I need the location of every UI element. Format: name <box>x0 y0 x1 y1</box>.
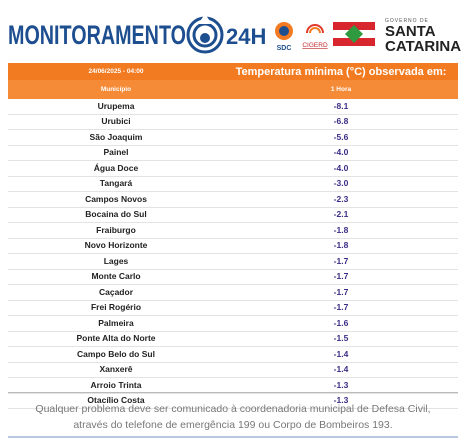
municipality: Arroio Trinta <box>8 377 224 394</box>
table-row: Campo Belo do Sul -1.4 <box>8 346 458 363</box>
table-row: Arroio Trinta -1.3 <box>8 377 458 394</box>
footer-bar <box>8 436 458 438</box>
municipality: Otacílio Costa <box>8 393 224 409</box>
datetime: 24/06/2025 - 04:00 <box>8 63 224 80</box>
municipality: Bocaina do Sul <box>8 207 224 223</box>
municipality: Caçador <box>8 284 224 301</box>
municipality: Novo Horizonte <box>8 238 224 254</box>
municipality: São Joaquim <box>8 129 224 146</box>
temperature: -1.7 <box>224 253 458 270</box>
footer-line: Qualquer problema deve ser comunicado à … <box>35 403 431 415</box>
col-period: 1 Hora <box>224 80 458 99</box>
municipality: Campos Novos <box>8 191 224 208</box>
municipality: Urupema <box>8 99 224 115</box>
table-row: Frei Rogério -1.7 <box>8 300 458 316</box>
table-row: Água Doce -4.0 <box>8 160 458 177</box>
temperature: -2.1 <box>224 207 458 223</box>
municipality: Tangará <box>8 176 224 192</box>
table-row: Lages -1.7 <box>8 253 458 270</box>
table-heading: Temperatura mínima (°C) observada em: <box>224 63 458 80</box>
municipality: Painel <box>8 145 224 161</box>
brand-suffix: 24H <box>226 24 266 49</box>
table-row: Bocaina do Sul -2.1 <box>8 207 458 223</box>
temperature: -1.7 <box>224 300 458 316</box>
municipality: Campo Belo do Sul <box>8 346 224 363</box>
municipality: Xanxerê <box>8 362 224 378</box>
temperature: -1.7 <box>224 269 458 285</box>
footer: Qualquer problema deve ser comunicado à … <box>8 401 458 433</box>
table-row: Xanxerê -1.4 <box>8 362 458 378</box>
temperature: -1.4 <box>224 362 458 378</box>
temperature-table: 24/06/2025 - 04:00 Temperatura mínima (°… <box>8 63 458 409</box>
state-flag <box>333 22 375 46</box>
temperature: -1.8 <box>224 238 458 254</box>
temperature: -4.0 <box>224 145 458 161</box>
temperature: -1.5 <box>224 331 458 347</box>
temperature: -3.0 <box>224 176 458 192</box>
col-municipio: Município <box>8 80 224 99</box>
temperature: -1.3 <box>224 393 458 409</box>
table-row: Monte Carlo -1.7 <box>8 269 458 285</box>
temperature: -1.6 <box>224 315 458 332</box>
cigerd-logo <box>306 24 324 34</box>
state-name-2: CATARINA <box>385 38 461 55</box>
temperature: -1.3 <box>224 377 458 394</box>
temperature: -1.7 <box>224 284 458 301</box>
table-row: Fraiburgo -1.8 <box>8 222 458 239</box>
table-row: Ponte Alta do Norte -1.5 <box>8 331 458 347</box>
temperature: -4.0 <box>224 160 458 177</box>
municipality: Palmeira <box>8 315 224 332</box>
brand-icon <box>186 14 224 54</box>
municipality: Água Doce <box>8 160 224 177</box>
temperature: -1.4 <box>224 346 458 363</box>
header: MONITORAMENTO 24H SDC CIGERD GOVERNO DE … <box>8 14 461 55</box>
table-row: Palmeira -1.6 <box>8 315 458 332</box>
header-row: 24/06/2025 - 04:00 Temperatura mínima (°… <box>8 63 458 80</box>
table-row: Campos Novos -2.3 <box>8 191 458 208</box>
sdc-logo <box>275 22 293 40</box>
temperature: -6.8 <box>224 114 458 130</box>
sdc-label: SDC <box>277 45 292 52</box>
municipality: Urubici <box>8 114 224 130</box>
temperature: -2.3 <box>224 191 458 208</box>
table-row: Urupema -8.1 <box>8 99 458 115</box>
table-body: Urupema -8.1 Urubici -6.8 São Joaquim -5.6 Pai… <box>8 99 458 409</box>
table-row: São Joaquim -5.6 <box>8 129 458 146</box>
municipality: Lages <box>8 253 224 270</box>
temperature: -1.8 <box>224 222 458 239</box>
table-row: Otacílio Costa -1.3 <box>8 393 458 409</box>
table-row: Urubici -6.8 <box>8 114 458 130</box>
table-row: Caçador -1.7 <box>8 284 458 301</box>
table-row: Novo Horizonte -1.8 <box>8 238 458 254</box>
gov-label: GOVERNO DE <box>385 18 429 24</box>
brand-title: MONITORAMENTO <box>8 20 186 50</box>
temperature: -8.1 <box>224 99 458 115</box>
state-name-1: SANTA <box>385 23 436 40</box>
municipality: Frei Rogério <box>8 300 224 316</box>
table-row: Painel -4.0 <box>8 145 458 161</box>
municipality: Monte Carlo <box>8 269 224 285</box>
municipality: Fraiburgo <box>8 222 224 239</box>
temperature: -5.6 <box>224 129 458 146</box>
column-header-row: Município 1 Hora <box>8 80 458 99</box>
footer-line: através do telefone de emergência 199 ou… <box>73 419 393 431</box>
notes-rule <box>8 392 458 403</box>
cigerd-label: CIGERD <box>302 42 328 49</box>
table-row: Tangará -3.0 <box>8 176 458 192</box>
municipality: Ponte Alta do Norte <box>8 331 224 347</box>
